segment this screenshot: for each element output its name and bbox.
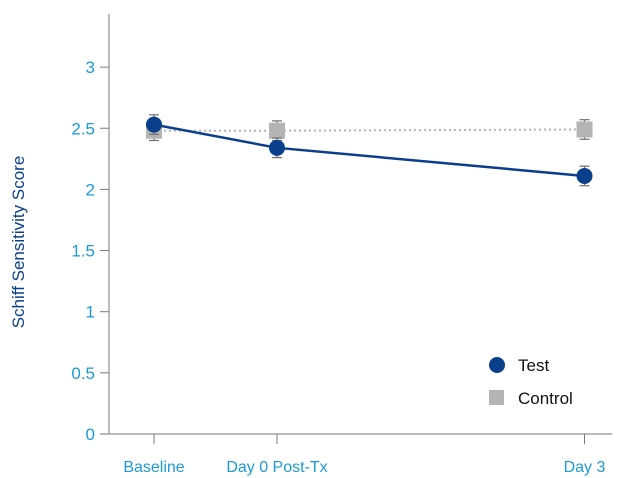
axes <box>108 14 612 435</box>
y-ticks: 0 0.5 1 1.5 2 2.5 3 <box>71 58 109 444</box>
x-ticks: Baseline Day 0 Post-Tx Day 3 <box>123 434 606 476</box>
x-tick-label: Baseline <box>123 459 184 476</box>
legend: Test Control <box>489 356 573 408</box>
y-axis-label: Schiff Sensitivity Score <box>9 156 28 329</box>
y-tick-label: 0.5 <box>71 364 95 383</box>
legend-label-control: Control <box>518 389 573 408</box>
y-tick-label: 3 <box>86 58 95 77</box>
series-layer <box>146 114 593 187</box>
x-tick-label: Day 0 Post-Tx <box>226 459 327 476</box>
legend-marker-control <box>489 390 504 405</box>
series-line-test <box>153 123 585 178</box>
series-test <box>146 114 593 187</box>
legend-marker-test <box>489 357 505 373</box>
series-control <box>146 119 593 142</box>
series-line-control <box>154 128 585 132</box>
y-tick-label: 1 <box>86 303 95 322</box>
legend-label-test: Test <box>518 356 549 375</box>
y-tick-label: 2.5 <box>71 119 95 138</box>
y-tick-label: 2 <box>86 180 95 199</box>
data-point-control <box>576 121 593 138</box>
y-tick-label: 0 <box>86 425 95 444</box>
data-point-test <box>146 116 162 133</box>
data-point-test <box>269 139 285 156</box>
y-tick-label: 1.5 <box>71 242 95 261</box>
data-point-test <box>576 167 593 184</box>
data-point-control <box>269 122 285 139</box>
x-tick-label: Day 3 <box>564 459 606 476</box>
